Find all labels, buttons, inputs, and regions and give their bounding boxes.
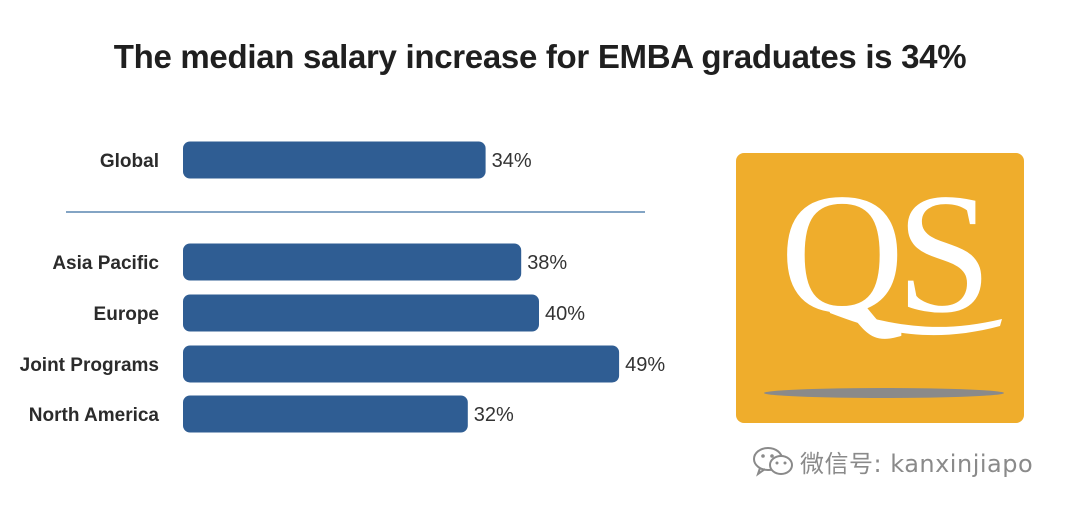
category-label-joint-programs: Joint Programs bbox=[20, 355, 159, 376]
qs-logo-swoosh bbox=[828, 305, 1002, 336]
bar-asia-pacific bbox=[183, 243, 522, 281]
watermark-text: 微信号: kanxinjiapo bbox=[800, 449, 1034, 478]
value-label-global: 34% bbox=[492, 150, 532, 172]
value-label-north-america: 32% bbox=[474, 404, 514, 426]
value-label-europe: 40% bbox=[545, 303, 585, 325]
qs-logo: QS bbox=[736, 153, 1024, 423]
value-label-joint-programs: 49% bbox=[625, 354, 665, 376]
bar-north-america bbox=[183, 395, 468, 433]
watermark: 微信号: kanxinjiapo bbox=[752, 444, 1033, 478]
category-label-asia-pacific: Asia Pacific bbox=[52, 253, 159, 274]
wechat-icon bbox=[753, 447, 793, 477]
bar-europe bbox=[183, 294, 539, 332]
bar-joint-programs bbox=[183, 345, 620, 383]
qs-logo-art: QS bbox=[764, 159, 1004, 398]
qs-logo-text: QS bbox=[780, 159, 984, 349]
category-label-europe: Europe bbox=[94, 304, 159, 325]
category-label-global: Global bbox=[100, 151, 159, 172]
qs-logo-shadow bbox=[764, 388, 1004, 398]
bar-chart: Global 34% Asia Pacific 38% Europe 40% Joint P… bbox=[20, 141, 665, 433]
category-label-north-america: North America bbox=[29, 405, 160, 426]
bar-global bbox=[183, 141, 486, 179]
chart-title: The median salary increase for EMBA grad… bbox=[113, 38, 967, 75]
value-label-asia-pacific: 38% bbox=[527, 252, 567, 274]
